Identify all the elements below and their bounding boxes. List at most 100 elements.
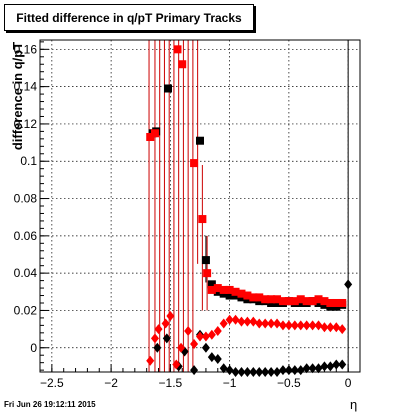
square-marker: [338, 298, 347, 307]
x-tick-label: −2.5: [40, 376, 64, 390]
diamond-marker: [273, 318, 282, 329]
diamond-marker: [302, 363, 311, 374]
diamond-marker: [326, 322, 335, 333]
y-tick-label: 0.16: [14, 42, 38, 56]
square-marker: [198, 215, 207, 224]
square-marker: [273, 295, 282, 304]
diamond-marker: [154, 324, 163, 335]
y-tick-label: 0.02: [14, 303, 38, 317]
square-marker: [267, 295, 276, 304]
x-tick-label: −2: [104, 376, 118, 390]
square-marker: [308, 297, 317, 306]
diamond-marker: [172, 359, 181, 370]
square-marker: [173, 45, 182, 54]
x-axis-label: η: [350, 397, 358, 412]
diamond-marker: [231, 314, 240, 325]
square-marker: [150, 129, 159, 138]
square-marker: [296, 295, 305, 304]
chart-title: Fitted difference in q/pT Primary Tracks: [4, 4, 254, 31]
square-marker: [290, 297, 299, 306]
square-marker: [190, 159, 199, 168]
square-marker: [219, 285, 228, 294]
diamond-marker: [146, 355, 155, 366]
diamond-marker: [219, 363, 228, 374]
x-tick-label: 0: [345, 376, 352, 390]
y-tick-label: 0.08: [14, 192, 38, 206]
diamond-marker: [201, 331, 210, 342]
square-marker: [213, 284, 222, 293]
diamond-marker: [184, 325, 193, 336]
diamond-marker: [338, 324, 347, 335]
diamond-marker: [207, 352, 216, 363]
square-marker: [207, 280, 216, 289]
diamond-marker: [267, 318, 276, 329]
diamond-marker: [213, 325, 222, 336]
diamond-marker: [308, 320, 317, 331]
square-marker: [261, 295, 270, 304]
square-marker: [178, 60, 187, 69]
diamond-marker: [161, 318, 170, 329]
diamond-marker: [314, 363, 323, 374]
diamond-marker: [177, 342, 186, 353]
diamond-marker: [278, 320, 287, 331]
diamond-marker: [213, 353, 222, 364]
square-marker: [237, 289, 246, 298]
square-marker: [225, 291, 234, 300]
diamond-marker: [190, 339, 199, 350]
diamond-marker: [150, 333, 159, 344]
x-tick-label: −0.5: [277, 376, 301, 390]
diamond-marker: [278, 365, 287, 376]
diamond-marker: [290, 365, 299, 376]
diamond-marker: [207, 329, 216, 340]
diamond-marker: [261, 318, 270, 329]
diamond-marker: [237, 316, 246, 327]
square-marker: [146, 132, 155, 141]
diamond-marker: [338, 359, 347, 370]
y-tick-label: 0.14: [14, 80, 38, 94]
square-marker: [332, 298, 341, 307]
diamond-marker: [296, 320, 305, 331]
diamond-marker: [201, 342, 210, 353]
square-marker: [196, 136, 204, 145]
diamond-marker: [153, 342, 162, 353]
diamond-marker: [320, 322, 329, 333]
diamond-marker: [225, 314, 234, 325]
square-marker: [225, 285, 234, 294]
square-marker: [314, 295, 323, 304]
square-marker: [164, 84, 172, 93]
y-tick-label: 0: [30, 341, 37, 355]
y-tick-label: 0.1: [20, 154, 37, 168]
x-tick-label: −1: [223, 376, 237, 390]
diamond-marker: [332, 359, 341, 370]
y-axis-label: difference in q/pT: [10, 41, 25, 151]
diamond-marker: [326, 361, 335, 372]
square-marker: [231, 287, 240, 296]
square-marker: [203, 269, 212, 278]
diamond-marker: [344, 279, 353, 290]
datestamp: Fri Jun 26 19:12:11 2015: [4, 400, 96, 409]
square-marker: [278, 297, 287, 306]
diamond-marker: [314, 320, 323, 331]
square-marker: [255, 293, 264, 302]
square-marker: [320, 297, 329, 306]
square-marker: [302, 297, 311, 306]
diamond-marker: [320, 361, 329, 372]
square-marker: [326, 298, 335, 307]
diamond-marker: [302, 320, 311, 331]
diamond-marker: [332, 322, 341, 333]
diamond-marker: [196, 331, 204, 342]
y-tick-label: 0.12: [14, 117, 38, 131]
diamond-marker: [166, 311, 175, 322]
square-marker: [243, 291, 252, 300]
square-marker: [201, 256, 210, 265]
square-marker: [249, 293, 258, 302]
square-marker: [207, 285, 216, 294]
diamond-marker: [243, 316, 252, 327]
diamond-marker: [284, 320, 293, 331]
y-tick-label: 0.06: [14, 229, 38, 243]
diamond-marker: [162, 333, 171, 344]
diamond-marker: [290, 320, 299, 331]
diamond-marker: [255, 318, 264, 329]
diamond-marker: [249, 316, 258, 327]
